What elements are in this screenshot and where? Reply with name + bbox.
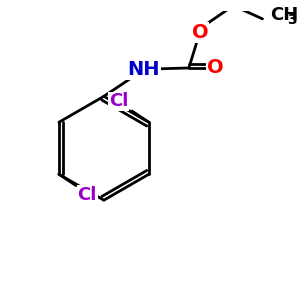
Text: O: O bbox=[192, 22, 208, 42]
Text: NH: NH bbox=[127, 60, 160, 80]
Text: Cl: Cl bbox=[109, 92, 128, 110]
Text: O: O bbox=[207, 58, 224, 77]
Text: Cl: Cl bbox=[77, 186, 97, 204]
Text: CH: CH bbox=[270, 6, 298, 24]
Text: 3: 3 bbox=[287, 13, 297, 27]
